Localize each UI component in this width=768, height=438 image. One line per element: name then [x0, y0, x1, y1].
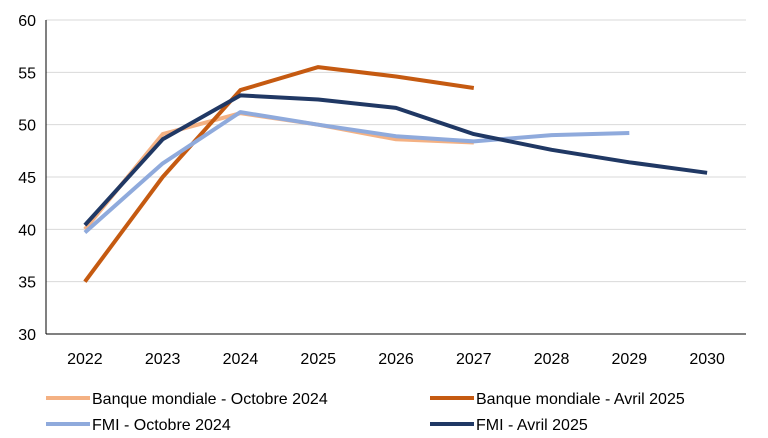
legend: Banque mondiale - Octobre 2024 Banque mon…	[46, 391, 685, 434]
x-tick-label: 2025	[300, 351, 336, 368]
series-line-2	[83, 65, 475, 283]
series-line-3	[83, 110, 630, 234]
y-tick-label: 35	[18, 275, 36, 292]
series-line-1	[83, 111, 474, 231]
legend-item-3: FMI - Octobre 2024	[46, 417, 231, 434]
y-axis-tick-labels: 30 35 40 45 50 55 60	[18, 13, 36, 344]
x-tick-label: 2026	[378, 351, 414, 368]
legend-label: FMI - Avril 2025	[476, 417, 588, 434]
y-tick-label: 45	[18, 170, 36, 187]
legend-label: Banque mondiale - Avril 2025	[476, 391, 685, 408]
x-tick-label: 2024	[223, 351, 259, 368]
legend-item-4: FMI - Avril 2025	[430, 417, 588, 434]
x-tick-label: 2030	[689, 351, 725, 368]
y-tick-label: 30	[18, 327, 36, 344]
axes	[45, 20, 746, 335]
x-axis-tick-labels: 2022 2023 2024 2025 2026 2027 2028 2029 2030	[67, 351, 725, 368]
x-tick-label: 2027	[456, 351, 492, 368]
y-tick-label: 60	[18, 13, 36, 30]
legend-item-2: Banque mondiale - Avril 2025	[430, 391, 685, 408]
series-line-4	[83, 93, 708, 227]
x-tick-label: 2029	[612, 351, 648, 368]
y-tick-label: 55	[18, 65, 36, 82]
legend-label: FMI - Octobre 2024	[92, 417, 231, 434]
x-tick-label: 2022	[67, 351, 103, 368]
x-tick-label: 2023	[145, 351, 181, 368]
legend-item-1: Banque mondiale - Octobre 2024	[46, 391, 328, 408]
y-tick-label: 40	[18, 222, 36, 239]
y-tick-label: 50	[18, 118, 36, 135]
series-lines	[83, 65, 708, 283]
legend-label: Banque mondiale - Octobre 2024	[92, 391, 328, 408]
x-tick-label: 2028	[534, 351, 570, 368]
